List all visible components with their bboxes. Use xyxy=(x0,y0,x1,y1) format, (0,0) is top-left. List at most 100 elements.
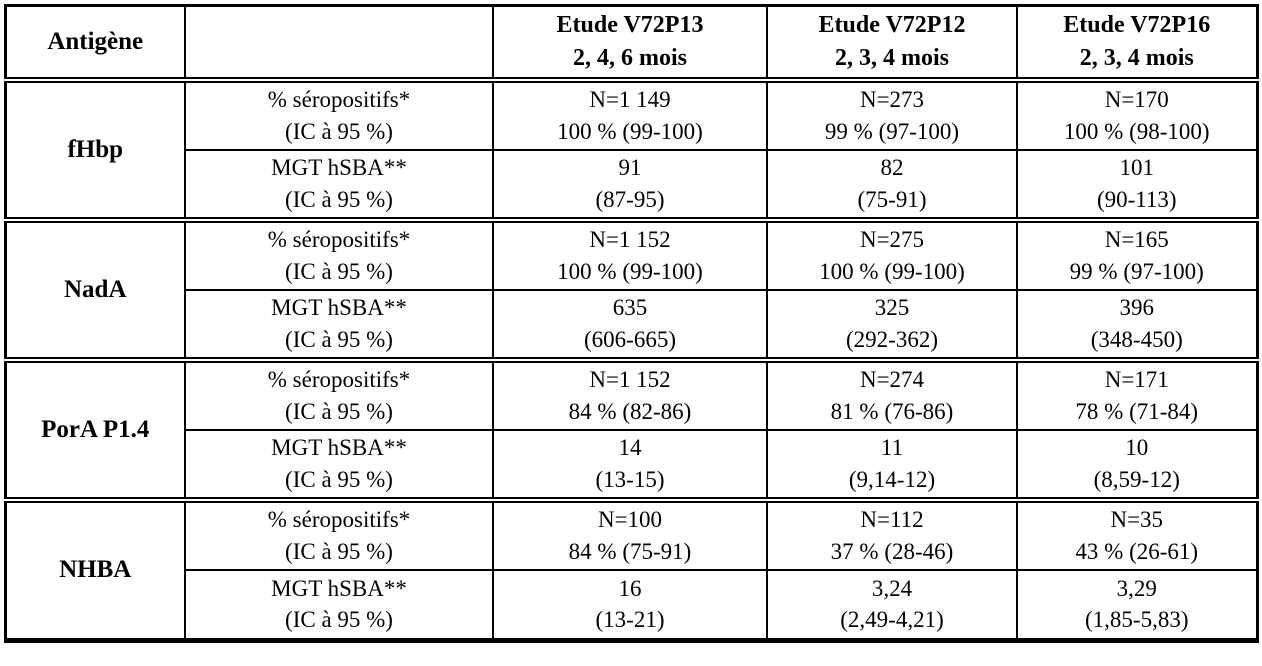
data-cell: 11 (9,14-12) xyxy=(766,429,1018,501)
row-label: MGT hSBA** xyxy=(271,575,407,601)
table-row: NHBA % séropositifs* (IC à 95 %) N=100 8… xyxy=(4,497,1258,641)
data-cell: 101 (90-113) xyxy=(1016,149,1258,221)
seropositive-value: 43 % (26-61) xyxy=(1075,539,1199,564)
row-label-cell: MGT hSBA** (IC à 95 %) xyxy=(184,569,494,641)
data-cell: 3,24 (2,49-4,21) xyxy=(766,569,1018,641)
study-v72p12-header: Etude V72P12 2, 3, 4 mois xyxy=(766,4,1018,83)
study-v72p13-header: Etude V72P13 2, 4, 6 mois xyxy=(492,4,768,83)
gmt-value: 91 xyxy=(618,155,642,181)
ci-label: (IC à 95 %) xyxy=(285,119,393,144)
row-label: MGT hSBA** xyxy=(271,155,407,181)
seropositive-value: 100 % (99-100) xyxy=(557,119,703,144)
n-value: N=275 xyxy=(859,227,925,253)
seropositive-value: 37 % (28-46) xyxy=(830,539,954,564)
data-cell: 14 (13-15) xyxy=(492,429,768,501)
n-value: N=274 xyxy=(859,367,925,393)
gmt-value: 16 xyxy=(618,575,642,601)
gmt-value: 635 xyxy=(612,295,648,321)
data-cell: N=112 37 % (28-46) xyxy=(766,497,1018,571)
study-schedule: 2, 3, 4 mois xyxy=(1079,45,1194,71)
data-cell: N=274 81 % (76-86) xyxy=(766,357,1018,431)
data-cell: N=165 99 % (97-100) xyxy=(1016,217,1258,291)
data-cell: 10 (8,59-12) xyxy=(1016,429,1258,501)
seropositive-value: 100 % (99-100) xyxy=(557,259,703,284)
seropositive-value: 99 % (97-100) xyxy=(824,119,960,144)
gmt-ci: (348-450) xyxy=(1090,327,1183,352)
gmt-ci: (9,14-12) xyxy=(848,467,936,492)
gmt-value: 14 xyxy=(618,435,642,461)
data-cell: 91 (87-95) xyxy=(492,149,768,221)
gmt-value: 82 xyxy=(880,155,904,181)
table-row: NadA % séropositifs* (IC à 95 %) N=1 152… xyxy=(4,217,1258,361)
data-cell: N=171 78 % (71-84) xyxy=(1016,357,1258,431)
seropositive-value: 84 % (75-91) xyxy=(568,539,692,564)
antigen-name-cell: NadA xyxy=(4,217,186,361)
row-label: MGT hSBA** xyxy=(271,295,407,321)
gmt-value: 325 xyxy=(874,295,910,321)
row-label: % séropositifs* xyxy=(267,507,411,533)
gmt-value: 3,24 xyxy=(871,575,913,601)
measure-column-header xyxy=(184,4,494,83)
n-value: N=1 152 xyxy=(589,227,671,253)
table-row: MGT hSBA** (IC à 95 %) 14 (13-15) 11 (9,… xyxy=(5,429,1258,501)
data-cell: N=170 100 % (98-100) xyxy=(1016,77,1258,151)
row-label: MGT hSBA** xyxy=(271,435,407,461)
ci-label: (IC à 95 %) xyxy=(285,607,393,633)
study-schedule: 2, 4, 6 mois xyxy=(573,45,687,71)
gmt-ci: (1,85-5,83) xyxy=(1085,607,1189,633)
row-label: % séropositifs* xyxy=(267,87,411,113)
gmt-ci: (13-21) xyxy=(595,607,665,633)
data-cell: 396 (348-450) xyxy=(1016,289,1258,361)
row-label-cell: % séropositifs* (IC à 95 %) xyxy=(184,357,494,431)
immunogenicity-table: Antigène Etude V72P13 2, 4, 6 mois Etude… xyxy=(3,4,1259,643)
seropositive-value: 78 % (71-84) xyxy=(1075,399,1199,424)
n-value: N=100 xyxy=(597,507,663,533)
n-value: N=35 xyxy=(1110,507,1164,533)
row-label-cell: % séropositifs* (IC à 95 %) xyxy=(184,217,494,291)
seropositive-value: 81 % (76-86) xyxy=(830,399,954,424)
ci-label: (IC à 95 %) xyxy=(285,399,393,424)
row-label: % séropositifs* xyxy=(267,367,411,393)
n-value: N=165 xyxy=(1104,227,1169,253)
gmt-value: 11 xyxy=(880,435,904,461)
data-cell: N=35 43 % (26-61) xyxy=(1016,497,1258,571)
table-row: MGT hSBA** (IC à 95 %) 91 (87-95) 82 (75… xyxy=(5,149,1258,221)
table-row: PorA P1.4 % séropositifs* (IC à 95 %) N=… xyxy=(4,357,1258,501)
study-name: Etude V72P12 xyxy=(818,11,966,38)
gmt-ci: (606-665) xyxy=(584,327,676,352)
antigen-name-cell: fHbp xyxy=(4,77,186,221)
data-cell: N=1 149 100 % (99-100) xyxy=(492,77,768,151)
antigen-name-cell: NHBA xyxy=(4,497,186,641)
row-label-cell: % séropositifs* (IC à 95 %) xyxy=(184,497,494,571)
ci-label: (IC à 95 %) xyxy=(285,259,393,284)
gmt-ci: (90-113) xyxy=(1096,187,1177,212)
seropositive-value: 84 % (82-86) xyxy=(568,399,692,424)
study-name: Etude V72P16 xyxy=(1063,11,1211,38)
table-row: fHbp % séropositifs* (IC à 95 %) N=1 149… xyxy=(4,77,1258,221)
seropositive-value: 100 % (99-100) xyxy=(819,259,965,284)
header-row: Antigène Etude V72P13 2, 4, 6 mois Etude… xyxy=(4,4,1258,83)
gmt-value: 101 xyxy=(1119,155,1155,181)
gmt-ci: (87-95) xyxy=(595,187,665,212)
n-value: N=1 152 xyxy=(589,367,671,393)
data-cell: N=1 152 84 % (82-86) xyxy=(492,357,768,431)
gmt-ci: (8,59-12) xyxy=(1093,467,1180,492)
data-cell: 16 (13-21) xyxy=(492,569,768,641)
ci-label: (IC à 95 %) xyxy=(285,539,393,564)
gmt-value: 396 xyxy=(1119,295,1155,321)
data-cell: 3,29 (1,85-5,83) xyxy=(1016,569,1258,641)
antigen-name-cell: PorA P1.4 xyxy=(4,357,186,501)
n-value: N=170 xyxy=(1104,87,1169,113)
gmt-ci: (13-15) xyxy=(595,467,665,492)
row-label-cell: % séropositifs* (IC à 95 %) xyxy=(184,77,494,151)
study-v72p16-header: Etude V72P16 2, 3, 4 mois xyxy=(1016,4,1258,83)
data-cell: 325 (292-362) xyxy=(766,289,1018,361)
seropositive-value: 99 % (97-100) xyxy=(1069,259,1204,284)
data-cell: N=273 99 % (97-100) xyxy=(766,77,1018,151)
table-row: MGT hSBA** (IC à 95 %) 16 (13-21) 3,24 (… xyxy=(5,569,1258,641)
n-value: N=112 xyxy=(860,507,924,533)
ci-label: (IC à 95 %) xyxy=(285,327,393,352)
data-cell: 82 (75-91) xyxy=(766,149,1018,221)
n-value: N=1 149 xyxy=(589,87,671,113)
row-label: % séropositifs* xyxy=(267,227,411,253)
